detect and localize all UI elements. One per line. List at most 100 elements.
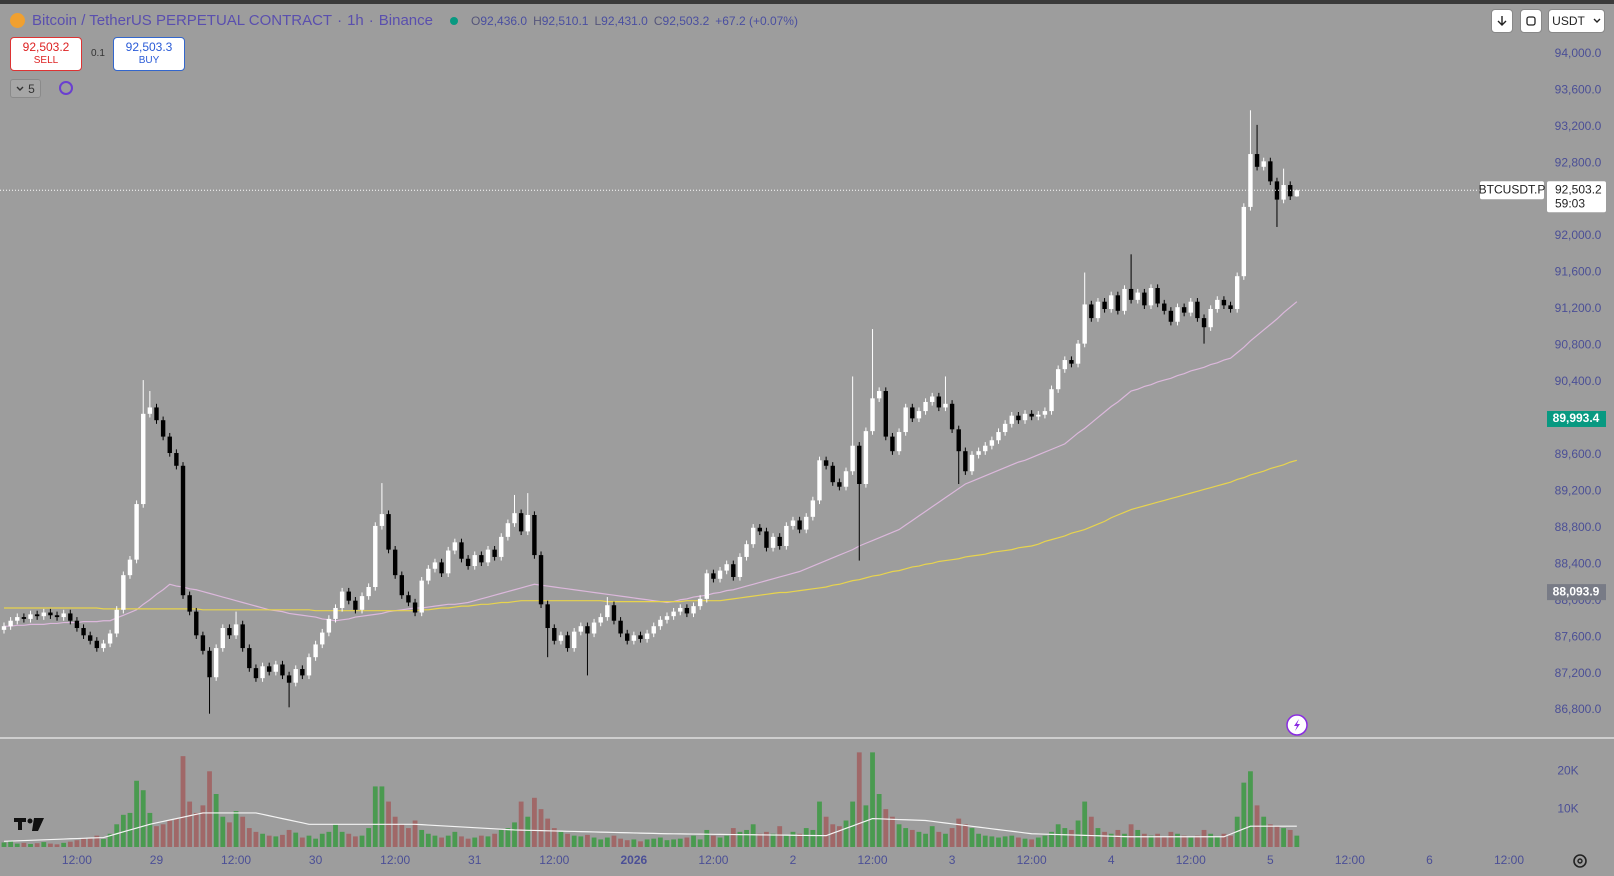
candle-body [538, 555, 544, 605]
volume-bar [87, 837, 93, 847]
ohlc-key: H [533, 13, 542, 28]
volume-bar [870, 752, 875, 847]
lightning-button[interactable] [1286, 714, 1308, 736]
volume-bar [876, 794, 882, 847]
volume-bar [419, 829, 425, 847]
ohlc-value: 92,503.2 [662, 13, 710, 28]
candle-body [432, 562, 438, 569]
candle-body [1188, 301, 1193, 313]
candle-body [1195, 301, 1200, 319]
x-tick-label: 3 [949, 853, 956, 867]
candle-body [784, 525, 789, 546]
candle-body [87, 635, 93, 641]
volume-bar [94, 835, 100, 847]
symbol-name[interactable]: Bitcoin / TetherUS PERPETUAL CONTRACT [32, 12, 333, 29]
candle-body [1089, 304, 1094, 319]
volume-bar [193, 812, 199, 847]
refresh-button[interactable] [1520, 9, 1542, 33]
y-tick-label: 94,000.0 [1555, 46, 1602, 60]
volume-bar [823, 816, 829, 847]
volume-bar [167, 820, 173, 847]
candle-body [863, 431, 869, 485]
volume-bar [1035, 837, 1041, 847]
volume-bar [1214, 836, 1220, 847]
candle-body [1208, 308, 1213, 328]
volume-bar [929, 826, 935, 847]
price-badge [1547, 181, 1606, 213]
x-tick-label: 30 [309, 853, 323, 867]
volume-bar [359, 835, 365, 847]
candle-body [160, 420, 166, 437]
volume-bar [1281, 828, 1286, 847]
volume-bar [465, 838, 471, 847]
candle-body [1055, 369, 1061, 390]
volume-bar [1175, 833, 1180, 847]
volume-bar [505, 828, 511, 847]
indicators-count: 5 [28, 81, 35, 96]
volume-bar [512, 822, 517, 847]
volume-bar [1102, 831, 1107, 847]
volume-bar [459, 836, 464, 847]
candle-body [1062, 360, 1067, 370]
candle-body [492, 549, 497, 557]
candle-body [558, 635, 564, 641]
volume-bar [803, 828, 809, 847]
volume-bar [1241, 782, 1247, 847]
candle-body [1234, 276, 1240, 309]
top-border [0, 0, 1614, 4]
volume-bar [1208, 833, 1214, 847]
sync-icon[interactable] [59, 81, 73, 95]
candle-body [412, 602, 418, 613]
candle-body [141, 413, 146, 505]
candle-body [1095, 301, 1101, 319]
y-tick-label: 87,200.0 [1555, 666, 1602, 680]
x-tick-label: 5 [1267, 853, 1274, 867]
candle-body [194, 611, 199, 636]
sell-button[interactable]: 92,503.2 SELL [10, 37, 82, 71]
volume-bar [485, 836, 491, 847]
volume-bar [34, 843, 40, 847]
candle-body [1248, 154, 1253, 207]
x-tick-label: 12:00 [1335, 853, 1365, 867]
candle-body [850, 445, 855, 472]
x-tick-label: 4 [1108, 853, 1115, 867]
indicators-toggle[interactable]: 5 [10, 79, 41, 98]
settings-gear[interactable] [1573, 854, 1587, 868]
volume-bar [830, 824, 836, 847]
candle-body [472, 555, 477, 567]
y-tick-label: 93,200.0 [1555, 119, 1602, 133]
candle-body [1022, 413, 1028, 421]
volume-bar [1181, 835, 1187, 847]
candle-body [1142, 292, 1147, 306]
volume-bar [896, 824, 902, 847]
volume-bar [691, 835, 696, 847]
candle-body [810, 500, 816, 517]
ohlc-key: O [471, 13, 481, 28]
candle-body [134, 504, 139, 560]
chevron [16, 86, 24, 91]
candle-body [651, 626, 656, 634]
volume-bar [372, 786, 378, 847]
buy-button[interactable]: 92,503.3 BUY [113, 37, 185, 71]
interval[interactable]: 1h [347, 12, 364, 29]
volume-bar [956, 818, 962, 847]
download-button[interactable] [1491, 9, 1513, 33]
quantity[interactable]: 0.1 [91, 48, 105, 59]
volume-bar [1261, 816, 1267, 847]
candle-body [426, 568, 431, 581]
ohlc-key: L [594, 13, 602, 28]
volume-bar [909, 829, 915, 847]
countdown-text: 59:03 [1555, 196, 1585, 210]
y-tick-label: 92,000.0 [1555, 228, 1602, 242]
candle-body [346, 591, 351, 601]
candle-body [883, 391, 888, 437]
candle-body [949, 403, 955, 430]
volume-bar [651, 838, 657, 847]
candle-body [1254, 154, 1260, 167]
volume-bar [1168, 831, 1174, 847]
candle-body [618, 620, 623, 634]
candle-body [857, 445, 862, 485]
volume-bar [492, 833, 498, 847]
candle-body [1069, 360, 1074, 364]
currency-button[interactable]: USDT [1548, 9, 1605, 33]
